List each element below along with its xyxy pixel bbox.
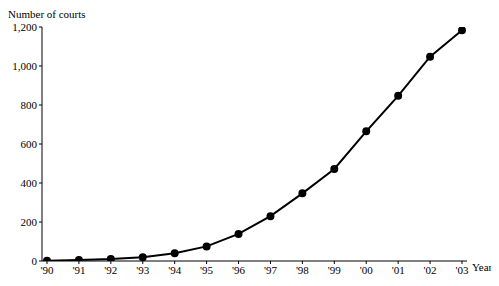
svg-text:1,200: 1,200: [12, 21, 37, 33]
svg-text:0: 0: [32, 255, 38, 267]
svg-text:'00: '00: [360, 264, 373, 276]
svg-text:'93: '93: [136, 264, 149, 276]
svg-text:200: 200: [21, 216, 38, 228]
svg-text:'97: '97: [264, 264, 277, 276]
svg-text:600: 600: [21, 138, 38, 150]
svg-text:400: 400: [21, 177, 38, 189]
svg-text:'96: '96: [232, 264, 245, 276]
svg-text:'92: '92: [104, 264, 117, 276]
svg-text:'01: '01: [392, 264, 405, 276]
svg-text:'03: '03: [456, 264, 469, 276]
svg-text:'95: '95: [200, 264, 213, 276]
svg-text:'99: '99: [328, 264, 341, 276]
svg-text:'94: '94: [168, 264, 181, 276]
svg-text:'98: '98: [296, 264, 309, 276]
svg-text:800: 800: [21, 99, 38, 111]
html-text:Year: Year: [472, 261, 493, 273]
html-text:Number of courts: Number of courts: [8, 8, 86, 20]
svg-text:'91: '91: [72, 264, 85, 276]
svg-text:'90: '90: [41, 264, 54, 276]
svg-text:'02: '02: [424, 264, 437, 276]
svg-text:1,000: 1,000: [12, 60, 37, 72]
